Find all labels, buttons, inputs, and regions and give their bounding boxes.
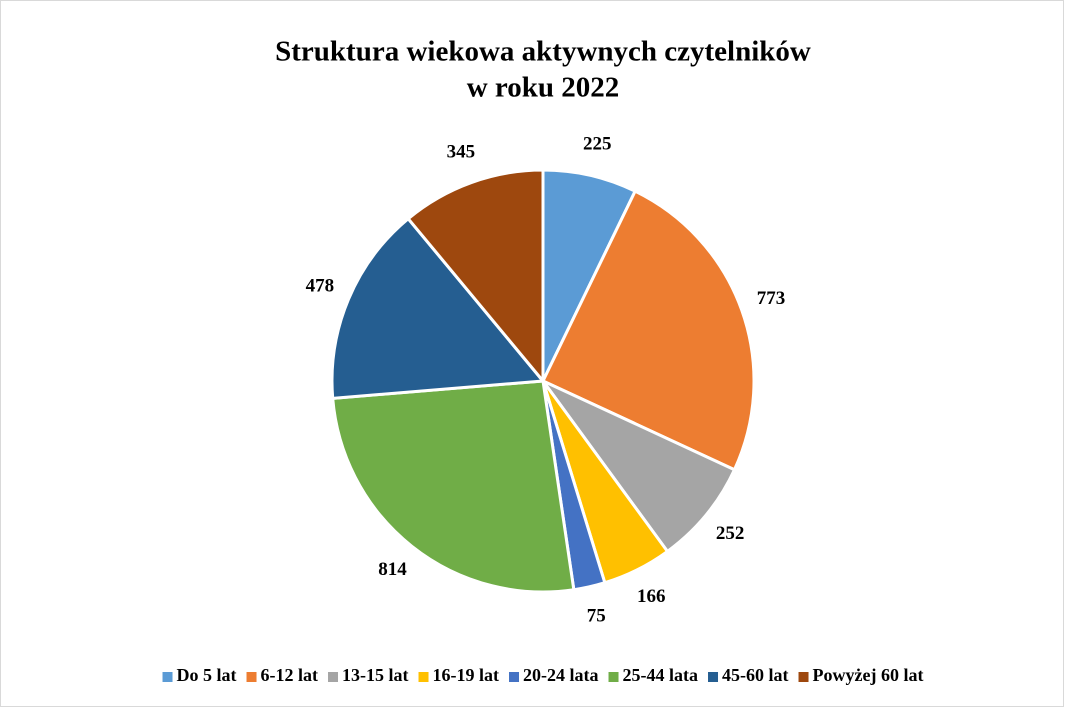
legend-swatch [328,672,339,682]
chart-title: Struktura wiekowa aktywnych czytelników [275,36,811,68]
data-label: 225 [583,134,612,155]
pie-slice [406,168,545,386]
pie-slice [330,216,546,400]
data-label: 166 [637,586,666,607]
legend-label: 45-60 lat [722,665,789,685]
legend-swatch [509,672,520,682]
pie-slice [331,379,576,594]
chart-title: w roku 2022 [467,72,620,104]
legend-label: 20-24 lata [523,665,599,685]
data-label: 478 [306,276,335,297]
data-label: 252 [716,523,745,544]
legend-label: Do 5 lat [177,665,237,685]
legend-swatch [798,672,809,682]
legend-swatch [246,672,257,682]
data-label: 814 [378,559,407,580]
legend-label: 6-12 lat [261,665,319,685]
data-label: 773 [757,288,786,309]
legend-swatch [708,672,719,682]
legend-swatch [418,672,429,682]
legend-label: 25-44 lata [623,665,699,685]
data-label: 345 [447,142,476,163]
legend-label: 13-15 lat [342,665,409,685]
pie-slice [540,189,756,472]
legend-label: Powyżej 60 lat [813,665,924,685]
pie-slice [538,377,737,554]
data-label: 75 [587,605,606,626]
legend-swatch [608,672,619,682]
legend-label: 16-19 lat [433,665,500,685]
legend-swatch [162,672,173,682]
